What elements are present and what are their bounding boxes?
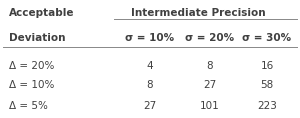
Text: 27: 27 [143,101,157,112]
Text: 8: 8 [147,80,153,90]
Text: Intermediate Precision: Intermediate Precision [131,8,265,18]
Text: 8: 8 [207,61,213,71]
Text: 27: 27 [203,80,217,90]
Text: Δ = 5%: Δ = 5% [9,101,48,112]
Text: Deviation: Deviation [9,33,65,43]
Text: Acceptable: Acceptable [9,8,74,18]
Text: 4: 4 [147,61,153,71]
Text: Δ = 10%: Δ = 10% [9,80,54,90]
Text: 223: 223 [257,101,277,112]
Text: σ = 20%: σ = 20% [185,33,235,43]
Text: σ = 10%: σ = 10% [125,33,175,43]
Text: 16: 16 [260,61,274,71]
Text: 101: 101 [200,101,220,112]
Text: 58: 58 [260,80,274,90]
Text: σ = 30%: σ = 30% [242,33,292,43]
Text: Δ = 20%: Δ = 20% [9,61,54,71]
